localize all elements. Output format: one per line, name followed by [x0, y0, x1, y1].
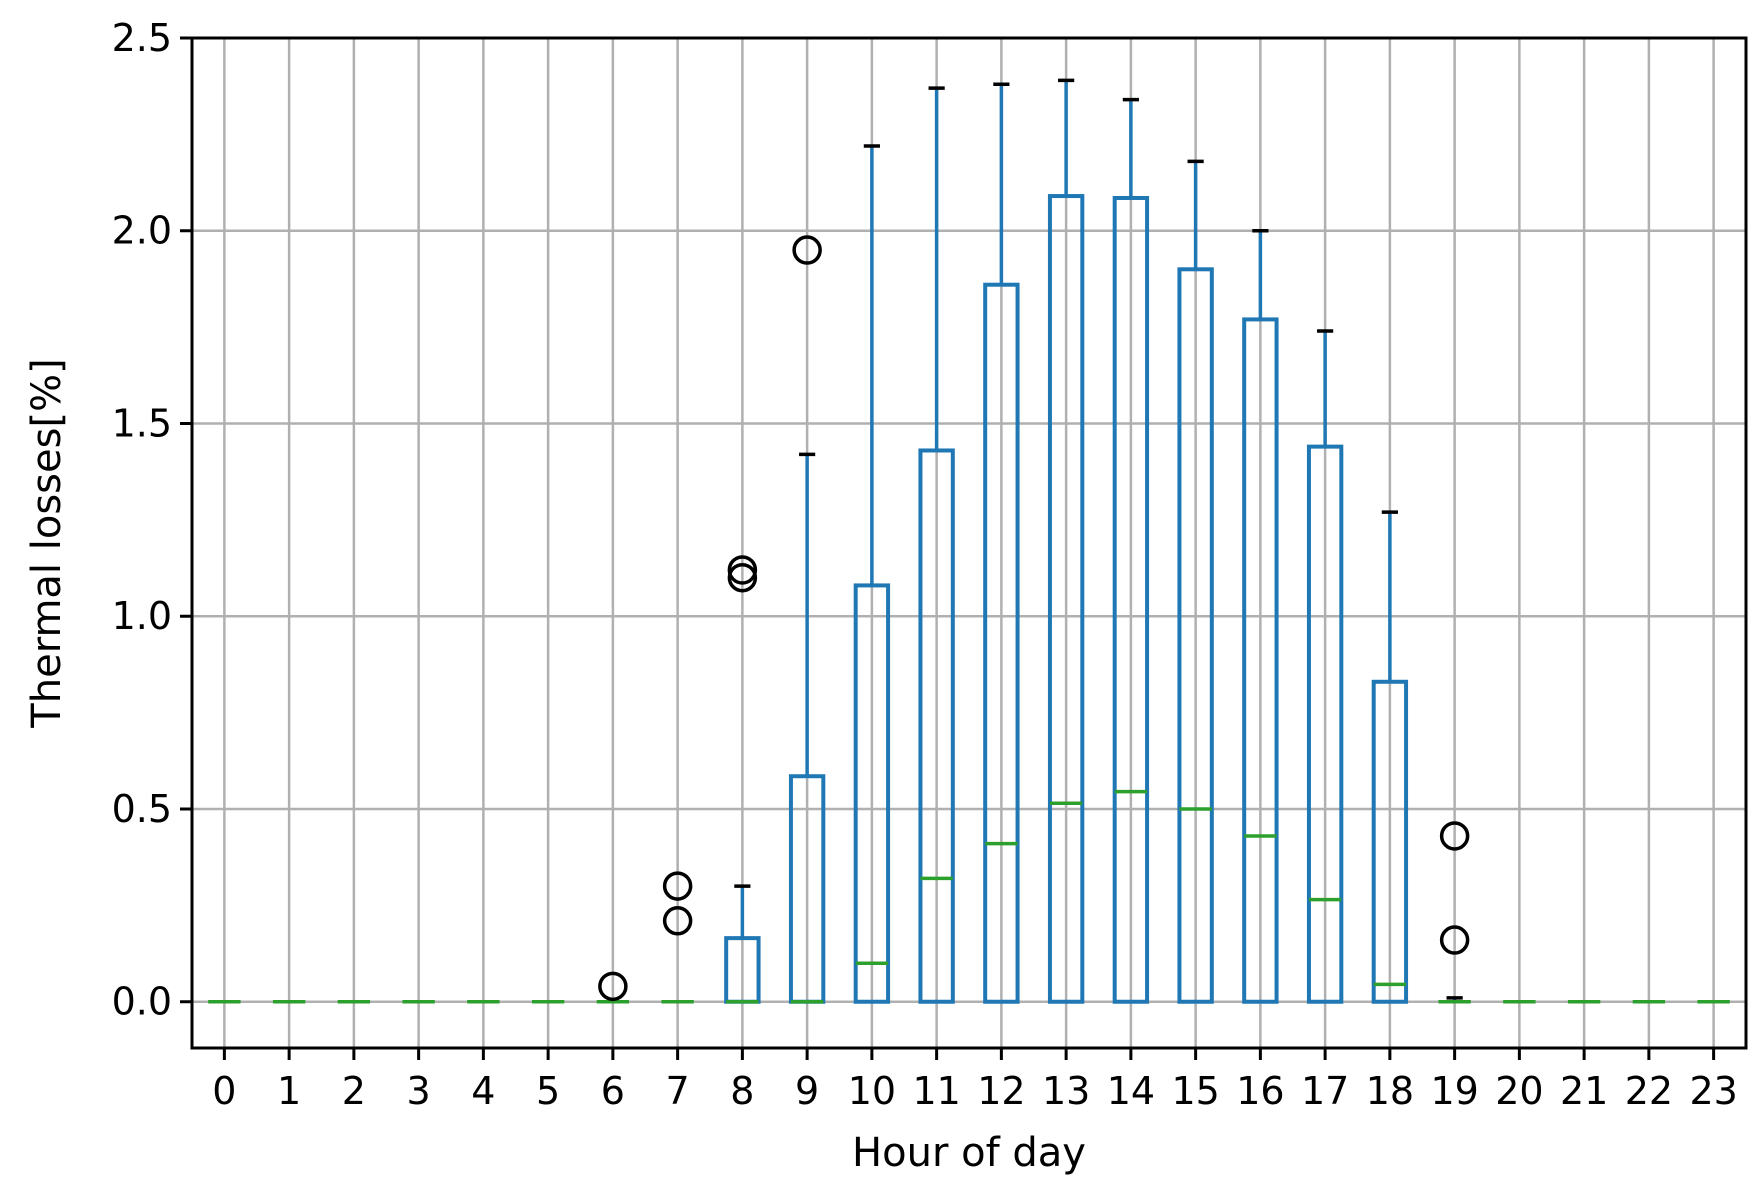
box-hour-11 [918, 86, 955, 1004]
x-tick-label: 6 [601, 1069, 625, 1113]
y-tick-label: 2.5 [112, 16, 172, 60]
x-tick-label: 5 [536, 1069, 560, 1113]
x-tick-label: 11 [912, 1069, 960, 1113]
box-iqr [1047, 194, 1085, 1004]
x-tick-label: 0 [212, 1069, 236, 1113]
x-tick-label: 4 [471, 1069, 495, 1113]
x-tick-label: 17 [1301, 1069, 1349, 1113]
x-tick-label: 12 [977, 1069, 1025, 1113]
box-iqr [1112, 195, 1150, 1004]
x-tick-label: 8 [730, 1069, 754, 1113]
x-tick-label: 7 [666, 1069, 690, 1113]
y-axis-label: Thermal losses[%] [24, 358, 70, 728]
box-hour-18 [1371, 510, 1409, 1004]
plot-frame [190, 36, 1748, 1050]
outlier-point [662, 871, 693, 901]
outlier-point [598, 971, 628, 1002]
box-hour-19 [1438, 996, 1471, 1004]
outlier-point [792, 235, 822, 265]
x-tick-label: 3 [407, 1069, 431, 1113]
x-tick-label: 19 [1430, 1069, 1478, 1113]
box-iqr [1371, 679, 1409, 1004]
box-iqr [983, 282, 1020, 1004]
y-tick-label: 2.0 [112, 209, 172, 253]
boxes [208, 78, 1730, 1004]
y-tick-label: 1.5 [112, 401, 172, 445]
x-axis-label: Hour of day [852, 1130, 1086, 1176]
x-axis-ticks: 0 1 2 3 4 5 6 7 8 9 10 11 12 13 14 15 16 17 18 19 20 21 22 23 [212, 1048, 1738, 1113]
x-tick-label: 20 [1495, 1069, 1543, 1113]
x-tick-label: 21 [1560, 1069, 1608, 1113]
box-hour-10 [853, 144, 891, 1004]
box-hour-17 [1306, 329, 1344, 1004]
outlier-point [662, 906, 693, 936]
y-tick-label: 0.5 [112, 787, 172, 831]
box-hour-14 [1112, 97, 1150, 1004]
box-iqr [1177, 267, 1214, 1004]
y-tick-label: 1.0 [112, 594, 172, 638]
box-hour-16 [1242, 228, 1279, 1004]
box-hour-12 [983, 82, 1020, 1004]
x-tick-label: 23 [1689, 1069, 1737, 1113]
x-tick-label: 10 [848, 1069, 896, 1113]
box-hour-15 [1177, 159, 1214, 1004]
box-iqr [1306, 444, 1344, 1004]
outliers [598, 235, 1470, 1002]
outlier-point [1439, 925, 1470, 955]
x-tick-label: 9 [795, 1069, 819, 1113]
x-tick-label: 1 [277, 1069, 301, 1113]
box-hour-8 [724, 884, 761, 1004]
box-iqr [918, 448, 955, 1004]
x-tick-label: 22 [1625, 1069, 1673, 1113]
x-tick-label: 14 [1107, 1069, 1155, 1113]
outlier-point [727, 562, 758, 593]
outlier-point [727, 555, 758, 585]
outlier-point [1439, 821, 1470, 851]
box-hour-9 [788, 452, 826, 1004]
x-tick-label: 2 [342, 1069, 366, 1113]
box-hour-13 [1047, 78, 1085, 1004]
y-tick-label: 0.0 [112, 980, 172, 1024]
box-iqr [853, 583, 891, 1004]
box-iqr [1242, 317, 1279, 1004]
y-axis-ticks: 0.0 0.5 1.0 1.5 2.0 2.5 [112, 16, 192, 1024]
x-tick-label: 15 [1171, 1069, 1219, 1113]
x-tick-label: 13 [1042, 1069, 1090, 1113]
x-tick-label: 16 [1236, 1069, 1284, 1113]
x-tick-label: 18 [1366, 1069, 1414, 1113]
